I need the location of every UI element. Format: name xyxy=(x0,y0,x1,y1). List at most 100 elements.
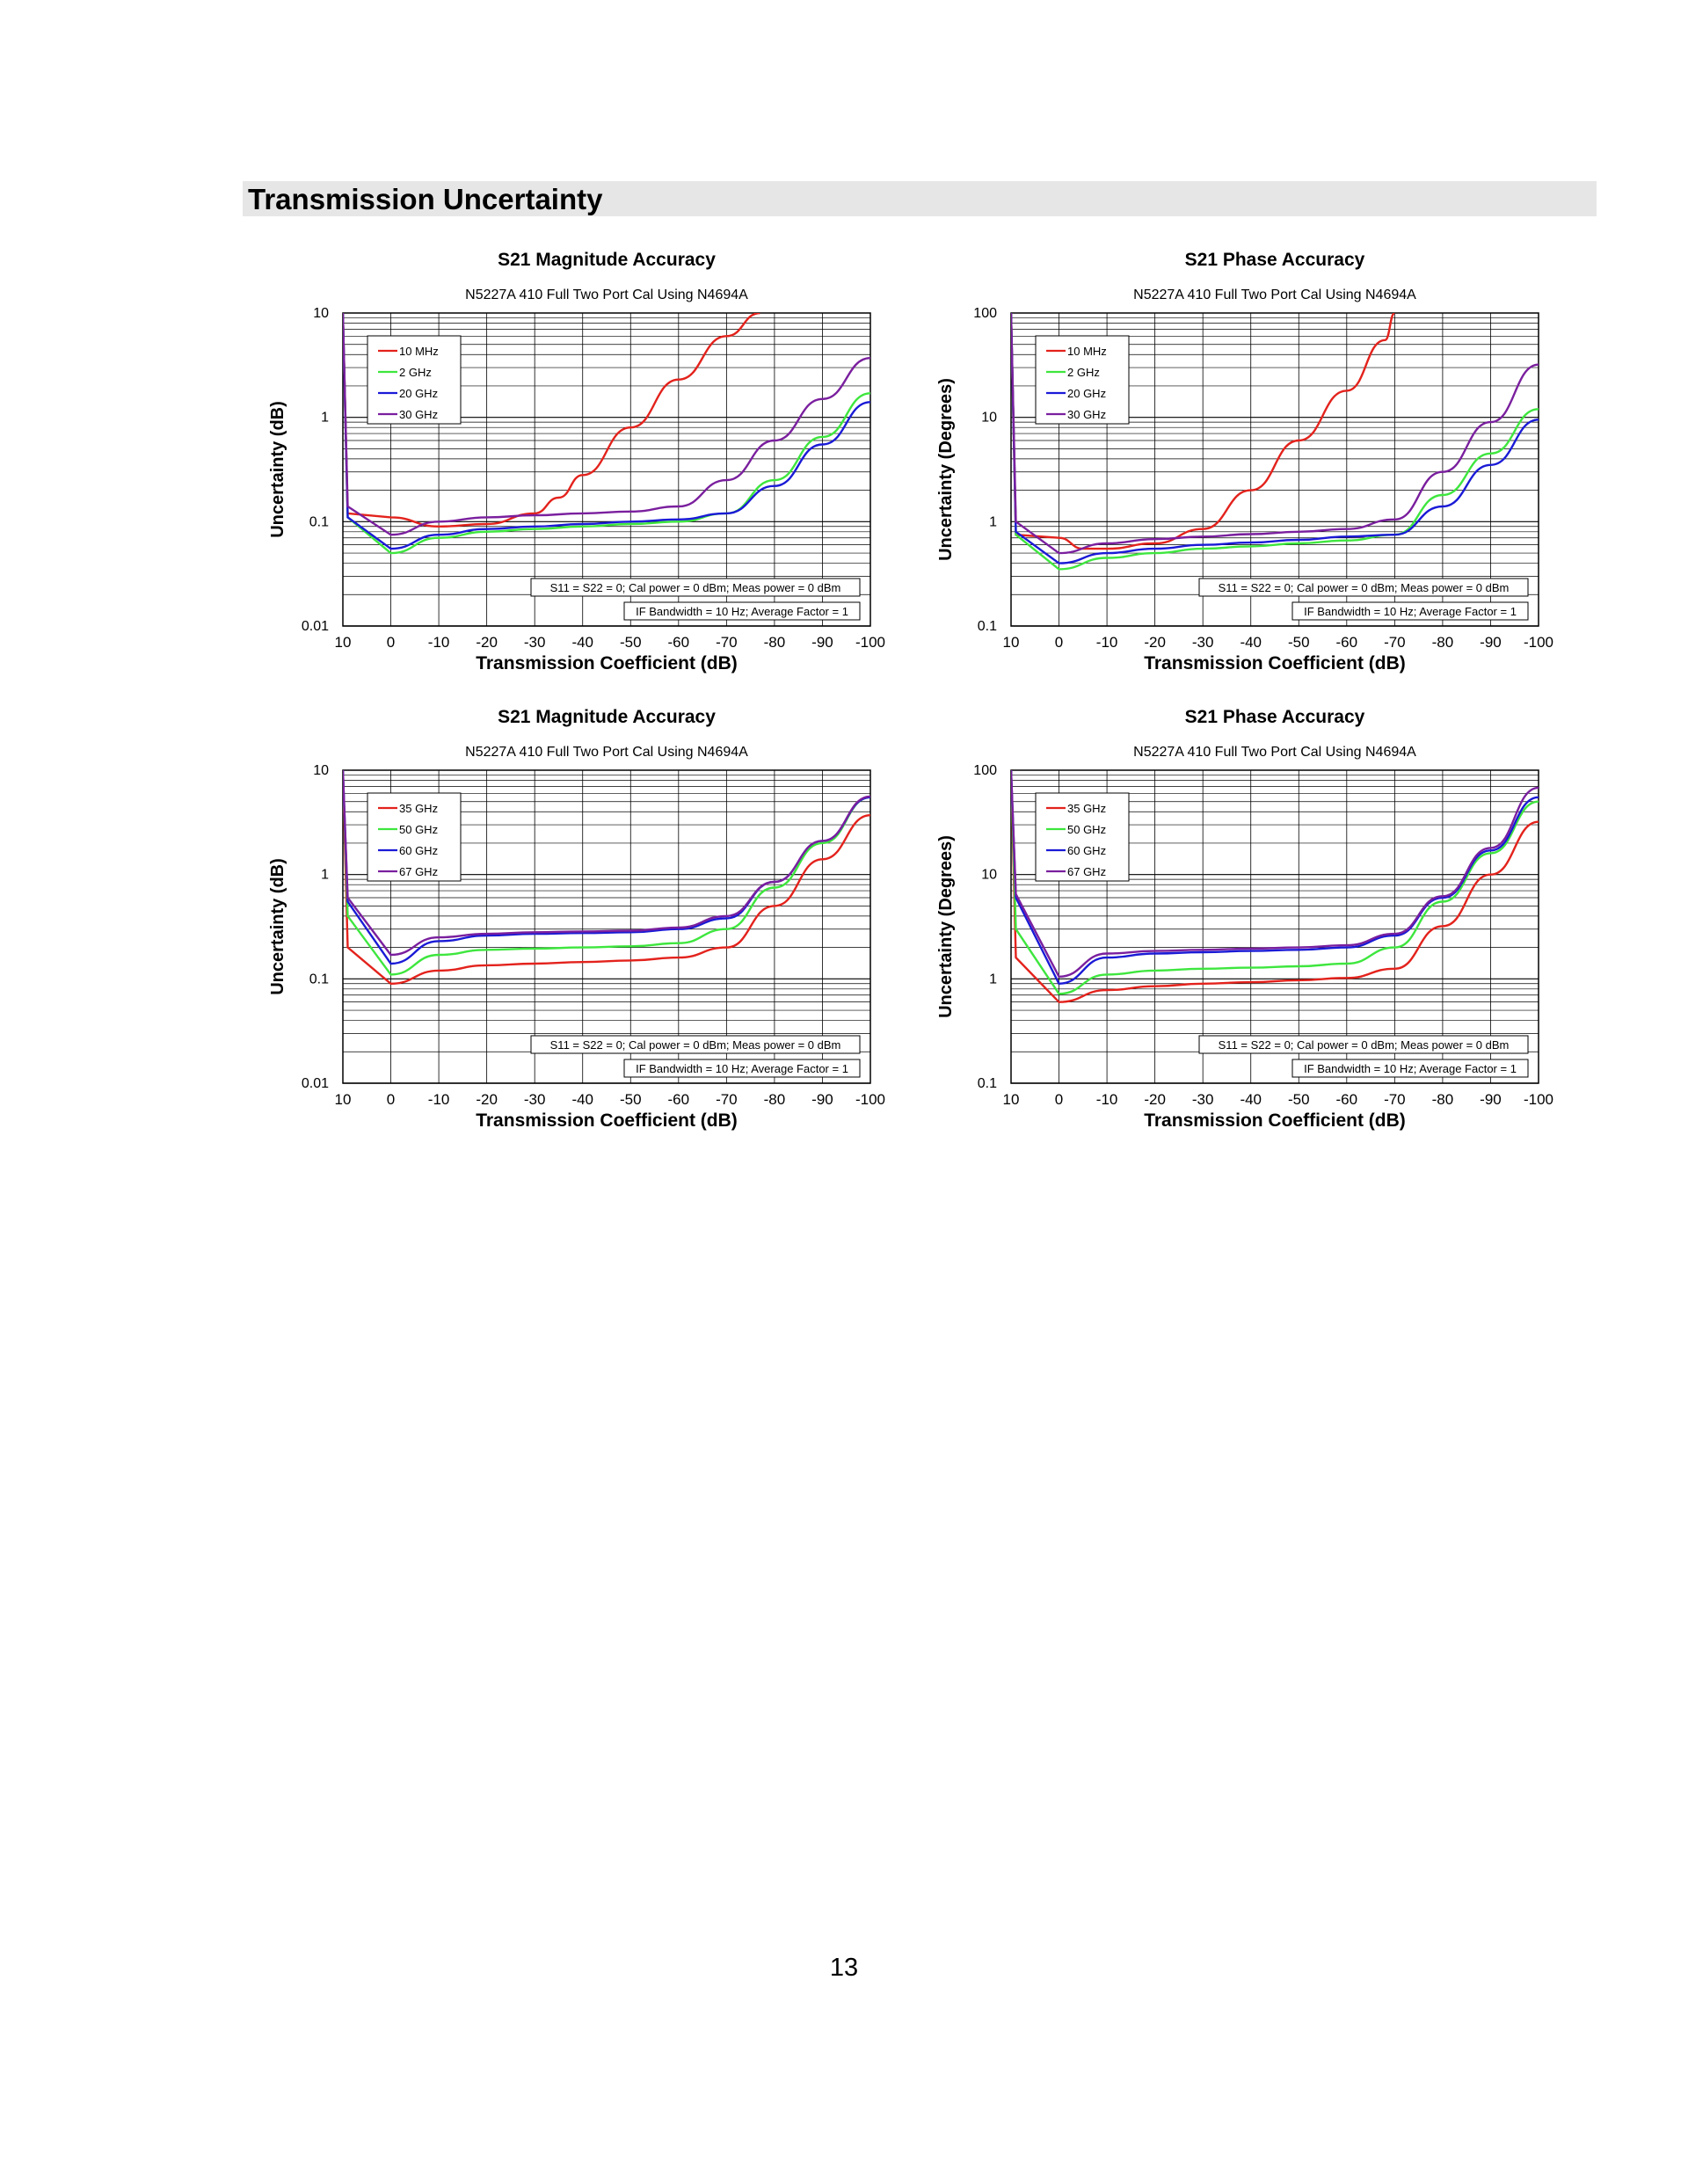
y-tick-label: 0.1 xyxy=(978,1076,997,1091)
legend-label: 2 GHz xyxy=(1067,366,1100,379)
plot-border xyxy=(1010,312,1539,627)
y-tick-label: 0.1 xyxy=(978,619,997,634)
section-title: Transmission Uncertainty xyxy=(248,183,603,215)
x-tick-label: -40 xyxy=(571,634,593,651)
section-header: Transmission Uncertainty xyxy=(243,181,1597,216)
series-line-2-ghz xyxy=(343,313,870,555)
legend-label: 60 GHz xyxy=(399,844,438,857)
legend-label: 10 MHz xyxy=(399,345,439,358)
series-group xyxy=(343,313,870,555)
x-tick-label: -70 xyxy=(716,634,738,651)
legend-label: 50 GHz xyxy=(1067,823,1106,836)
series-line-30-ghz xyxy=(343,313,870,536)
chart-subtitle: N5227A 410 Full Two Port Cal Using N4694… xyxy=(1133,745,1416,760)
x-tick-label: -20 xyxy=(476,634,498,651)
x-tick-label: -70 xyxy=(1384,634,1406,651)
series-group xyxy=(1011,770,1539,1003)
legend-label: 50 GHz xyxy=(399,823,438,836)
chart-title: S21 Phase Accuracy xyxy=(1185,250,1365,270)
annotation-text: S11 = S22 = 0; Cal power = 0 dBm; Meas p… xyxy=(550,1038,841,1052)
chart-s21-magnitude-bottom: S21 Magnitude Accuracy N5227A 410 Full Tw… xyxy=(246,695,897,1134)
x-tick-label: -90 xyxy=(811,634,833,651)
x-tick-label: -100 xyxy=(855,634,885,651)
x-tick-label: -10 xyxy=(428,634,450,651)
x-tick-label: -30 xyxy=(1192,1091,1214,1108)
plot-border xyxy=(342,769,871,1084)
x-tick-label: -10 xyxy=(1096,634,1118,651)
x-axis-label: Transmission Coefficient (dB) xyxy=(1144,653,1406,673)
x-tick-label: -20 xyxy=(1144,634,1166,651)
y-tick-label: 0.01 xyxy=(302,619,329,634)
x-tick-label: -40 xyxy=(571,1091,593,1108)
series-line-50-ghz xyxy=(343,770,870,976)
series-line-30-ghz xyxy=(1011,313,1539,555)
legend-label: 30 GHz xyxy=(1067,408,1106,421)
series-line-67-ghz xyxy=(1011,770,1539,979)
legend-label: 30 GHz xyxy=(399,408,438,421)
plot-border xyxy=(342,312,871,627)
legend-label: 10 MHz xyxy=(1067,345,1107,358)
y-tick-label: 10 xyxy=(313,306,329,321)
chart-subtitle: N5227A 410 Full Two Port Cal Using N4694… xyxy=(465,288,748,302)
y-tick-label: 1 xyxy=(321,868,329,883)
x-tick-label: 10 xyxy=(335,634,352,651)
x-tick-label: 0 xyxy=(1055,634,1063,651)
x-tick-label: -50 xyxy=(620,634,642,651)
x-tick-label: -90 xyxy=(1480,1091,1502,1108)
chart-svg: S21 Magnitude Accuracy N5227A 410 Full Tw… xyxy=(268,707,885,1131)
legend: 10 MHz 2 GHz 20 GHz 30 GHz xyxy=(1035,335,1130,425)
x-tick-label: -80 xyxy=(1432,1091,1454,1108)
y-axis-label: Uncertainty (dB) xyxy=(268,858,287,995)
x-tick-label: 0 xyxy=(387,634,395,651)
x-tick-label: -50 xyxy=(1288,634,1310,651)
legend: 35 GHz 50 GHz 60 GHz 67 GHz xyxy=(1035,792,1130,882)
plot-border xyxy=(1010,769,1539,1084)
x-tick-label: -10 xyxy=(1096,1091,1118,1108)
x-tick-label: -60 xyxy=(1336,634,1358,651)
legend-label: 2 GHz xyxy=(399,366,432,379)
annotation-box xyxy=(530,1035,861,1054)
chart-s21-magnitude-top: S21 Magnitude Accuracy N5227A 410 Full Tw… xyxy=(246,237,897,677)
legend-label: 67 GHz xyxy=(399,865,438,878)
y-tick-label: 0.1 xyxy=(309,972,329,986)
series-line-10-mhz xyxy=(343,313,760,528)
y-tick-label: 10 xyxy=(981,411,997,426)
x-tick-label: -80 xyxy=(764,1091,786,1108)
page-number: 13 xyxy=(829,1954,859,1982)
annotation-box xyxy=(1198,1035,1529,1054)
x-tick-label: -60 xyxy=(1336,1091,1358,1108)
annotation-box xyxy=(1291,1059,1529,1078)
y-tick-label: 0.1 xyxy=(309,514,329,529)
y-axis-label: Uncertainty (Degrees) xyxy=(936,835,956,1018)
chart-s21-phase-top: S21 Phase Accuracy N5227A 410 Full Two Po… xyxy=(914,237,1565,677)
series-line-2-ghz xyxy=(1011,313,1539,571)
x-tick-label: -90 xyxy=(1480,634,1502,651)
annotation-box xyxy=(623,601,861,621)
chart-title: S21 Magnitude Accuracy xyxy=(498,707,716,727)
x-tick-label: -60 xyxy=(668,1091,690,1108)
annotation-text: IF Bandwidth = 10 Hz; Average Factor = 1 xyxy=(636,1062,848,1075)
annotation-text: IF Bandwidth = 10 Hz; Average Factor = 1 xyxy=(1304,605,1517,618)
series-line-35-ghz xyxy=(1011,770,1539,1003)
annotation-box xyxy=(1198,578,1529,597)
x-tick-label: -50 xyxy=(620,1091,642,1108)
chart-svg: S21 Phase Accuracy N5227A 410 Full Two Po… xyxy=(936,707,1553,1131)
chart-svg: S21 Phase Accuracy N5227A 410 Full Two Po… xyxy=(936,250,1553,673)
x-tick-label: -100 xyxy=(855,1091,885,1108)
chart-s21-phase-bottom: S21 Phase Accuracy N5227A 410 Full Two Po… xyxy=(914,695,1565,1134)
legend-label: 60 GHz xyxy=(1067,844,1106,857)
legend-label: 35 GHz xyxy=(399,802,438,815)
series-group xyxy=(1011,313,1539,571)
annotation-text: IF Bandwidth = 10 Hz; Average Factor = 1 xyxy=(1304,1062,1517,1075)
x-tick-label: -70 xyxy=(716,1091,738,1108)
legend: 35 GHz 50 GHz 60 GHz 67 GHz xyxy=(367,792,462,882)
x-tick-label: -30 xyxy=(524,1091,546,1108)
x-tick-label: 0 xyxy=(387,1091,395,1108)
annotation-text: S11 = S22 = 0; Cal power = 0 dBm; Meas p… xyxy=(550,581,841,594)
legend: 10 MHz 2 GHz 20 GHz 30 GHz xyxy=(367,335,462,425)
y-tick-label: 1 xyxy=(989,514,997,529)
x-tick-label: -30 xyxy=(1192,634,1214,651)
x-tick-label: -40 xyxy=(1240,634,1262,651)
x-tick-label: -80 xyxy=(764,634,786,651)
x-axis-label: Transmission Coefficient (dB) xyxy=(476,1110,738,1131)
